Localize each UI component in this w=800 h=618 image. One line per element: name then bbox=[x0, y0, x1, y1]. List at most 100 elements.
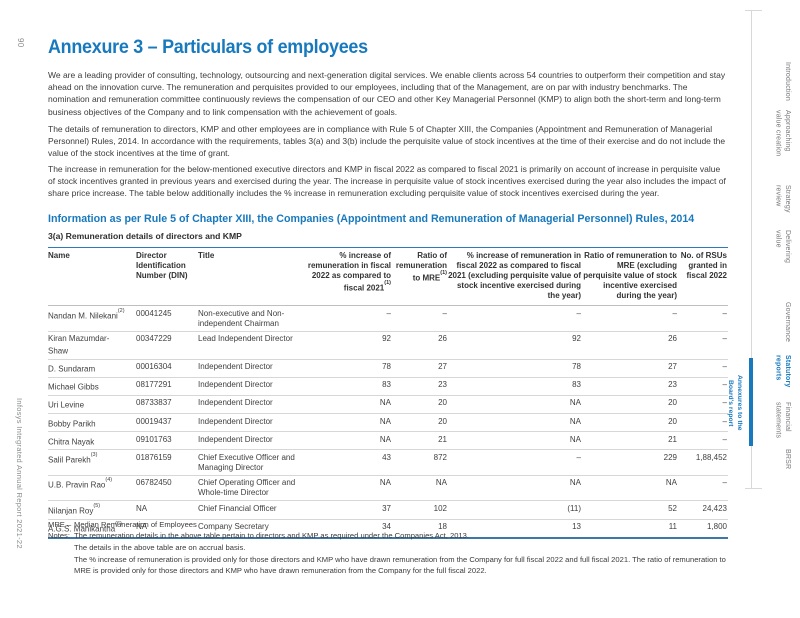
cell-ratio-mre-excl: 229 bbox=[582, 449, 678, 476]
active-section-sublabel[interactable]: Annexures to the Board's report bbox=[727, 375, 743, 431]
table-row: Chitra Nayak 09101763 Independent Direct… bbox=[48, 431, 728, 451]
mre-definition: MRE – Median Remuneration of Employees bbox=[48, 520, 728, 531]
cell-pct-increase-excl: NA bbox=[448, 431, 582, 451]
table-header-row: Name Director Identification Number (DIN… bbox=[48, 247, 728, 306]
footnotes: MRE – Median Remuneration of Employees N… bbox=[48, 520, 728, 578]
cell-din: 08177291 bbox=[136, 377, 198, 396]
cell-name: A.G.S. Manikantha(6) bbox=[48, 521, 122, 534]
header-pct-increase-excl: % increase of remuneration in fiscal 202… bbox=[448, 247, 582, 306]
sidebar-tab-introduction[interactable]: Introduction bbox=[784, 62, 791, 101]
cell-name: Uri Levine bbox=[48, 395, 136, 415]
cell-ratio-mre-excl: 23 bbox=[582, 377, 678, 396]
cell-din: 06782450 bbox=[136, 475, 198, 502]
cell-ratio-mre-excl: 21 bbox=[582, 431, 678, 451]
header-din: Director Identification Number (DIN) bbox=[136, 247, 198, 306]
cell-din: 00016304 bbox=[136, 359, 198, 378]
cell-pct-increase-excl: (11) bbox=[448, 500, 582, 520]
mre-text: Median Remuneration of Employees bbox=[74, 520, 197, 529]
page-number: 90 bbox=[16, 38, 25, 48]
notes-label: Notes: bbox=[48, 530, 70, 540]
intro-paragraph-1: We are a leading provider of consulting,… bbox=[48, 70, 726, 117]
cell-ratio-mre: 27 bbox=[392, 359, 448, 378]
note-item: The remuneration details in the above ta… bbox=[74, 530, 469, 540]
table-row: Bobby Parikh 00019437 Independent Direct… bbox=[48, 413, 728, 433]
sidebar-tab-statutory-reports[interactable]: Statutory reports bbox=[774, 355, 792, 388]
cell-rsus: 1,88,452 bbox=[678, 449, 728, 476]
cell-pct-increase-excl: – bbox=[448, 305, 582, 332]
cell-din: 09101763 bbox=[136, 431, 198, 451]
table-row: U.B. Pravin Rao(4) 06782450 Chief Operat… bbox=[48, 475, 728, 502]
cell-pct-increase-excl: 78 bbox=[448, 359, 582, 378]
intro-paragraph-3: The increase in remuneration for the bel… bbox=[48, 164, 726, 199]
cell-ratio-mre-excl: 20 bbox=[582, 413, 678, 433]
cell-rsus: – bbox=[678, 475, 728, 502]
cell-ratio-mre-excl: 11 bbox=[668, 522, 677, 532]
note-item: The % increase of remuneration is provid… bbox=[74, 554, 726, 575]
cell-pct-increase: NA bbox=[304, 395, 392, 415]
cell-pct-increase: 92 bbox=[304, 331, 392, 360]
cell-din: NA bbox=[136, 500, 198, 520]
cell-ratio-mre: 23 bbox=[392, 377, 448, 396]
cell-title: Independent Director bbox=[198, 413, 304, 433]
cell-din: 00347229 bbox=[136, 331, 198, 360]
cell-rsus: – bbox=[678, 377, 728, 396]
header-rsus: No. of RSUs granted in fiscal 2022 bbox=[678, 247, 728, 306]
cell-rsus: 1,800 bbox=[706, 522, 727, 532]
cell-din: 08733837 bbox=[136, 395, 198, 415]
cell-ratio-mre-excl: 52 bbox=[582, 500, 678, 520]
cell-pct-increase-excl: NA bbox=[448, 475, 582, 502]
table-row: Nilanjan Roy(5) NA Chief Financial Offic… bbox=[48, 500, 728, 520]
sidebar-tab-delivering-value[interactable]: Delivering value bbox=[774, 230, 792, 264]
cell-rsus: – bbox=[678, 431, 728, 451]
cell-title: Non-executive and Non-independent Chairm… bbox=[198, 305, 304, 332]
cell-pct-increase: 83 bbox=[304, 377, 392, 396]
report-footer: Infosys Integrated Annual Report 2021-22 bbox=[15, 398, 24, 549]
cell-pct-increase-excl: NA bbox=[448, 413, 582, 433]
cell-pct-increase: 34 bbox=[382, 522, 391, 532]
intro-paragraph-2: The details of remuneration to directors… bbox=[48, 124, 726, 159]
cell-pct-increase: 43 bbox=[304, 449, 392, 476]
table-row: Kiran Mazumdar-Shaw 00347229 Lead Indepe… bbox=[48, 331, 728, 360]
sidebar-tab-brsr[interactable]: BRSR bbox=[784, 449, 791, 470]
cell-name: Bobby Parikh bbox=[48, 413, 136, 433]
cell-title: Chief Executive Officer and Managing Dir… bbox=[198, 449, 304, 476]
cell-ratio-mre: 26 bbox=[392, 331, 448, 360]
cell-title: Independent Director bbox=[198, 431, 304, 451]
table-title: 3(a) Remuneration details of directors a… bbox=[48, 231, 242, 241]
cell-name: Nandan M. Nilekani(2) bbox=[48, 305, 136, 332]
cell-name: Chitra Nayak bbox=[48, 431, 136, 451]
note-item: The details in the above table are on ac… bbox=[74, 542, 246, 552]
cell-title: Independent Director bbox=[198, 377, 304, 396]
cell-rsus: – bbox=[678, 359, 728, 378]
cell-ratio-mre: 872 bbox=[392, 449, 448, 476]
cell-rsus: – bbox=[678, 413, 728, 433]
cell-ratio-mre-excl: 20 bbox=[582, 395, 678, 415]
sidebar-tick-bottom bbox=[745, 488, 762, 489]
table-row: A.G.S. Manikantha(6) NA Company Secretar… bbox=[48, 519, 728, 538]
cell-name: U.B. Pravin Rao(4) bbox=[48, 475, 136, 502]
cell-ratio-mre: 21 bbox=[392, 431, 448, 451]
header-ratio-mre: Ratio of remuneration to MRE(1) bbox=[392, 247, 448, 306]
cell-title: Independent Director bbox=[198, 395, 304, 415]
notes-block: Notes: The remuneration details in the a… bbox=[48, 531, 728, 578]
cell-rsus: – bbox=[678, 331, 728, 360]
cell-pct-increase: NA bbox=[304, 475, 392, 502]
cell-ratio-mre: – bbox=[392, 305, 448, 332]
cell-title: Independent Director bbox=[198, 359, 304, 378]
cell-rsus: – bbox=[678, 305, 728, 332]
sidebar-tab-approaching-value-creation[interactable]: Approaching value creation bbox=[774, 110, 792, 157]
table-row: Uri Levine 08733837 Independent Director… bbox=[48, 395, 728, 415]
header-ratio-mre-excl: Ratio of remuneration to MRE (excluding … bbox=[582, 247, 678, 306]
header-pct-increase: % increase of remuneration in fiscal 202… bbox=[304, 247, 392, 306]
sidebar-tick-top bbox=[745, 10, 762, 11]
cell-pct-increase: NA bbox=[304, 431, 392, 451]
cell-pct-increase: 37 bbox=[304, 500, 392, 520]
cell-name: Kiran Mazumdar-Shaw bbox=[48, 331, 136, 360]
cell-pct-increase-excl: – bbox=[448, 449, 582, 476]
cell-pct-increase: 78 bbox=[304, 359, 392, 378]
sidebar-tab-financial-statements[interactable]: Financial statements bbox=[774, 402, 792, 439]
cell-ratio-mre-excl: – bbox=[582, 305, 678, 332]
sidebar-tab-strategy-review[interactable]: Strategy review bbox=[774, 185, 792, 213]
cell-title: Chief Financial Officer bbox=[198, 500, 304, 520]
sidebar-tab-governance[interactable]: Governance bbox=[784, 302, 791, 343]
